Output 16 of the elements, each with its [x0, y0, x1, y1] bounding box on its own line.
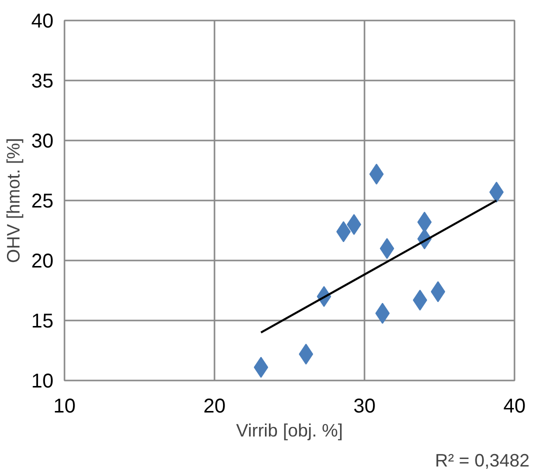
y-tick-label: 20: [31, 250, 54, 272]
y-tick-label: 30: [31, 130, 54, 152]
x-tick-label: 30: [353, 396, 376, 418]
point: [346, 214, 362, 235]
x-tick-label: 40: [503, 396, 526, 418]
text: R² = 0,3482: [434, 450, 530, 470]
y-tick-label: 25: [31, 190, 54, 212]
x-tick-label: 20: [203, 396, 226, 418]
y-tick-label: 10: [31, 370, 54, 392]
y-tick-label: 15: [31, 310, 54, 332]
point: [380, 238, 394, 259]
x-tick-label: 10: [53, 396, 76, 418]
y-tick-label: 40: [31, 10, 54, 32]
x-axis-title: Virrib [obj. %]: [236, 420, 343, 440]
y-tick-label: 35: [31, 70, 54, 92]
y-axis-title: OHV [hmot. [%]: [3, 138, 24, 264]
